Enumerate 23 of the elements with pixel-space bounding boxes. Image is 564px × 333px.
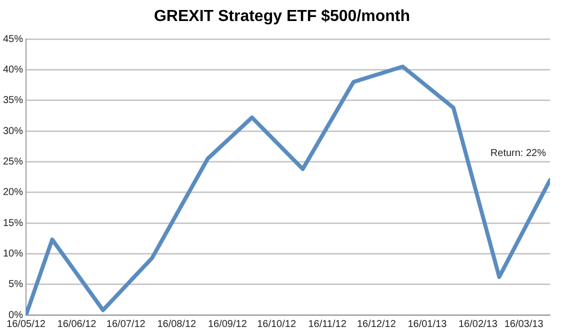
y-tick-label: 40% [3,64,24,76]
x-tick-label: 16/09/12 [208,318,248,330]
y-tick-label: 25% [3,156,24,168]
annotation: Return: 22% [490,148,546,159]
y-tick-label: 15% [3,218,24,229]
y-tick-label: 30% [3,126,24,137]
y-tick-label: 10% [3,248,24,260]
x-tick-label: 16/08/12 [157,318,197,330]
x-tick-label: 16/05/12 [6,318,46,330]
y-tick-label: 35% [3,95,24,106]
x-tick-label: 16/10/12 [257,318,296,330]
x-tick-label: 16/12/12 [356,318,396,330]
chart-title: GREXIT Strategy ETF $500/month [152,7,412,27]
y-tick-label: 0% [8,310,24,321]
x-tick-label: 16/07/12 [106,318,146,330]
x-tick-label: 16/03/13 [504,318,544,330]
y-tick-label: 5% [8,279,24,290]
y-tick-label: 20% [3,187,24,198]
x-tick-label: 16/01/13 [408,318,448,330]
x-tick-label: 16/06/12 [57,318,97,330]
x-tick-label: 16/11/12 [308,318,347,330]
y-tick-label: 45% [3,34,24,45]
x-tick-label: 16/02/13 [458,318,498,330]
